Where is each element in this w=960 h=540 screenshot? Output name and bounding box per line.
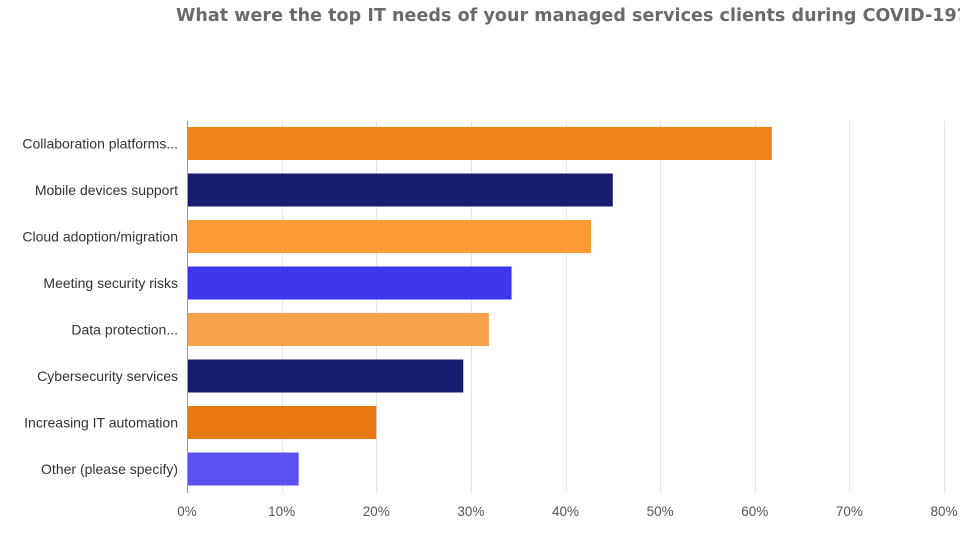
bar: [188, 173, 613, 207]
category-label: Collaboration platforms...: [22, 136, 178, 152]
bar: [188, 359, 464, 393]
category-label: Cybersecurity services: [37, 368, 178, 384]
x-tick-label: 50%: [647, 504, 674, 519]
x-tick-label: 30%: [457, 504, 484, 519]
gridlines: [282, 121, 945, 493]
category-label: Other (please specify): [41, 461, 178, 477]
bars: [188, 127, 772, 486]
chart-title: What were the top IT needs of your manag…: [176, 6, 960, 26]
category-label: Cloud adoption/migration: [22, 229, 178, 245]
bar: [188, 127, 772, 160]
bar: [188, 313, 489, 346]
x-tick-label: 20%: [363, 504, 390, 519]
bar: [188, 266, 512, 300]
bar: [188, 406, 377, 439]
x-tick-label: 0%: [177, 504, 197, 519]
x-tick-label: 40%: [552, 504, 579, 519]
bar: [188, 452, 299, 486]
x-tick-label: 70%: [836, 504, 863, 519]
category-label: Increasing IT automation: [24, 415, 178, 431]
x-tick-label: 80%: [930, 504, 957, 519]
category-label: Data protection...: [71, 322, 178, 338]
category-label: Mobile devices support: [35, 182, 178, 198]
category-label: Meeting security risks: [43, 275, 178, 291]
x-tick-label: 10%: [268, 504, 295, 519]
x-tick-label: 60%: [741, 504, 768, 519]
bar: [188, 220, 592, 253]
category-labels: Collaboration platforms... Mobile devices…: [22, 136, 178, 478]
tick-labels: 0% 10% 20% 30% 40% 50% 60% 70% 80%: [177, 504, 957, 519]
